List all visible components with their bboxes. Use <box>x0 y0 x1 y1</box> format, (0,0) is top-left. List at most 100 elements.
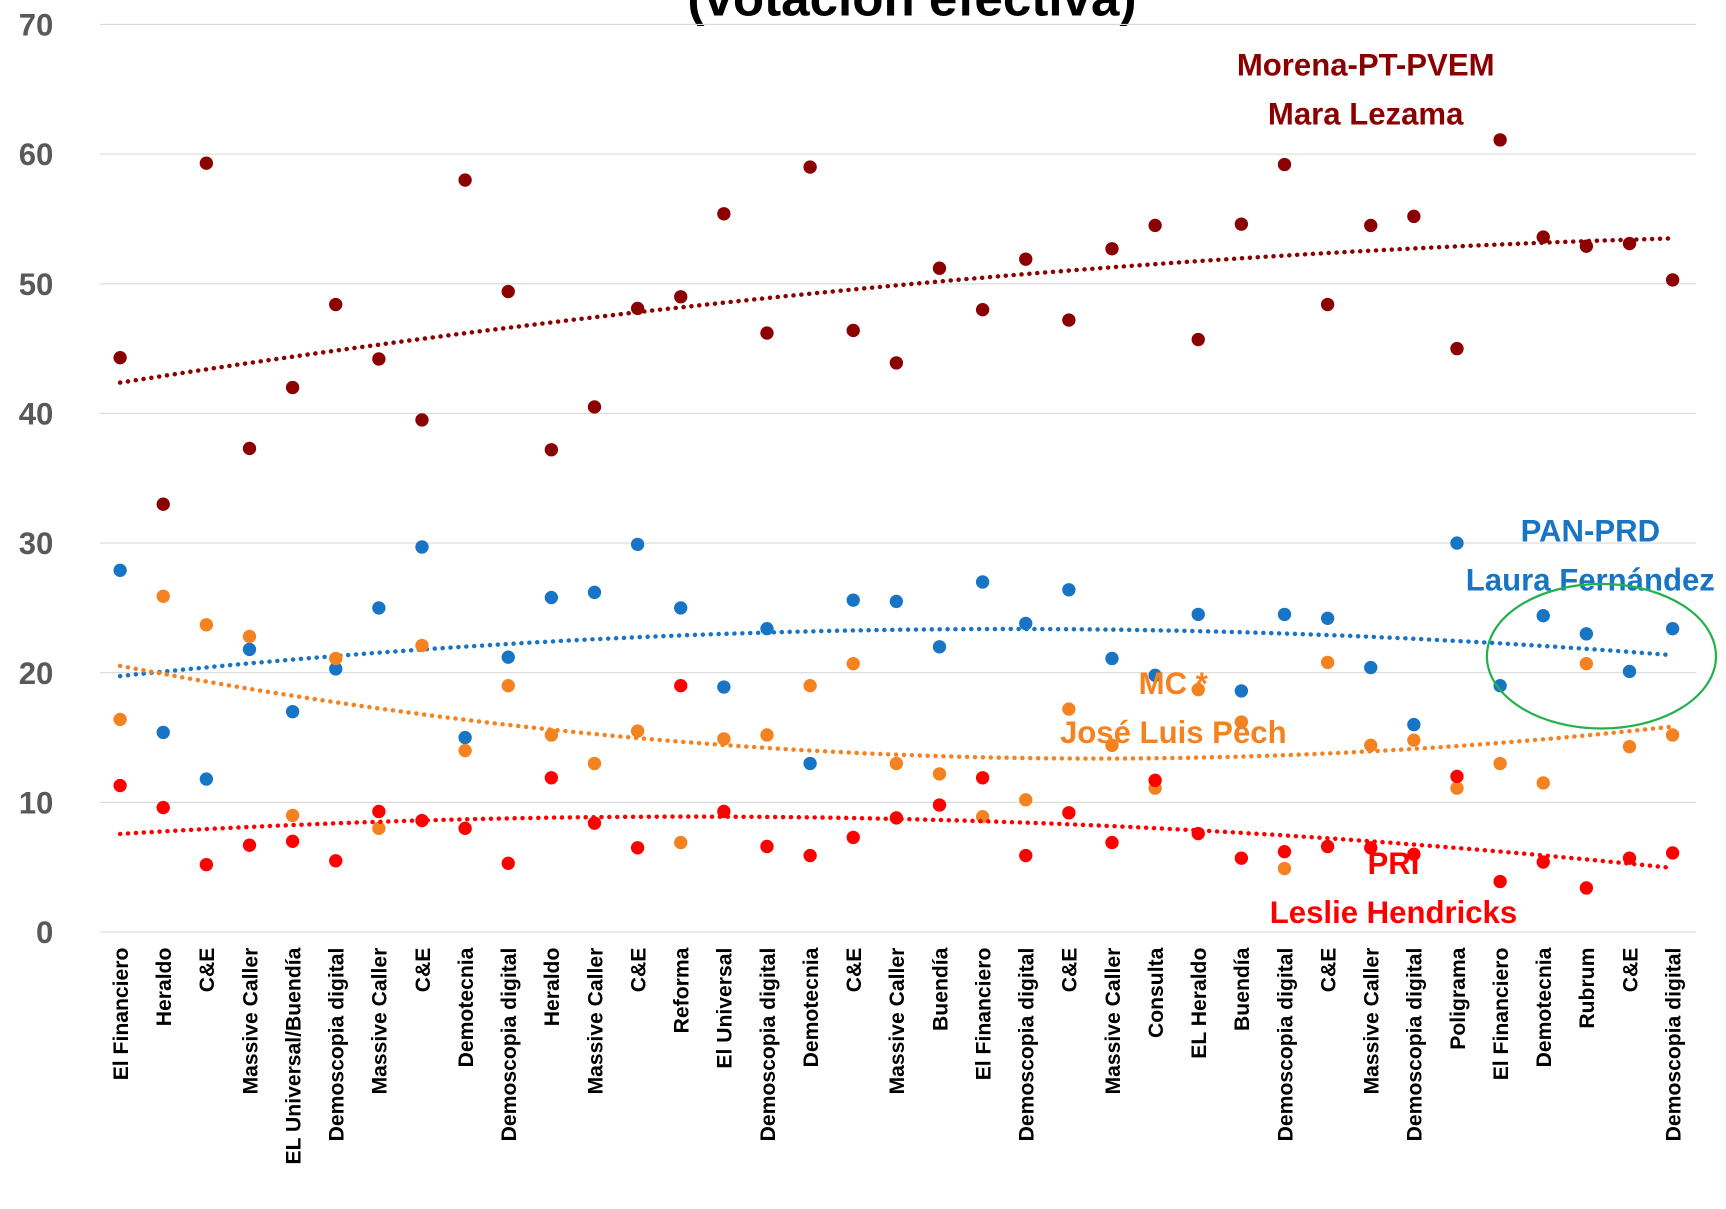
point <box>1105 242 1119 256</box>
chart-title: (votación efectiva) <box>687 0 1136 27</box>
point <box>156 497 170 511</box>
point <box>1665 621 1680 636</box>
point <box>932 640 947 654</box>
x-tick-label: Heraldo <box>153 948 176 1027</box>
point <box>1407 717 1421 732</box>
point <box>630 537 645 552</box>
point <box>1062 806 1076 820</box>
series <box>113 536 1680 786</box>
point <box>932 767 947 781</box>
point <box>156 725 170 740</box>
point <box>1622 664 1637 679</box>
x-tick-label: Demoscopia digital <box>757 948 780 1142</box>
point <box>803 848 817 863</box>
point <box>1579 627 1594 641</box>
y-tick-label: 50 <box>19 267 54 302</box>
x-tick-label: EL Heraldo <box>1188 948 1211 1059</box>
point <box>1019 848 1033 863</box>
point <box>889 756 904 771</box>
point <box>1320 655 1335 670</box>
y-tick-label: 10 <box>19 786 54 821</box>
point <box>846 830 860 845</box>
x-tick-label: C&E <box>627 948 650 993</box>
point <box>1234 715 1249 729</box>
x-tick-label: Massive Caller <box>1102 948 1125 1095</box>
point <box>1062 702 1076 716</box>
point <box>803 679 817 693</box>
point <box>199 156 214 170</box>
x-tick-label: C&E <box>196 948 219 993</box>
point <box>242 441 257 456</box>
x-tick-label: Demoscopia digital <box>498 948 521 1142</box>
point <box>285 380 300 395</box>
point <box>1019 793 1033 807</box>
point <box>889 356 904 370</box>
point <box>1665 728 1680 742</box>
point <box>329 297 343 312</box>
series-annotation: Mara Lezama <box>1268 97 1464 132</box>
point <box>1364 738 1378 753</box>
series-annotation: José Luis Pech <box>1060 715 1287 750</box>
x-tick-label: Buendía <box>929 947 952 1031</box>
point <box>501 679 515 693</box>
point <box>803 160 817 174</box>
point <box>544 771 559 785</box>
point <box>587 585 602 600</box>
series-annotation: PAN-PRD <box>1521 514 1660 549</box>
point <box>113 351 127 365</box>
point <box>932 798 947 812</box>
point <box>630 301 645 316</box>
point <box>113 778 127 793</box>
x-tick-label: Demoscopia digital <box>1662 948 1685 1142</box>
trendline <box>117 814 1675 871</box>
point <box>1320 297 1335 312</box>
point <box>415 638 429 653</box>
series-annotation: Leslie Hendricks <box>1270 895 1517 930</box>
trendline <box>117 626 1675 679</box>
y-tick-label: 70 <box>19 8 54 43</box>
point <box>717 680 731 694</box>
point <box>1536 230 1550 244</box>
point <box>760 728 774 742</box>
point <box>1277 844 1292 859</box>
point <box>760 839 774 854</box>
point <box>674 835 688 850</box>
point <box>630 724 645 738</box>
point <box>1148 773 1162 788</box>
point <box>1277 607 1292 622</box>
point <box>1277 157 1292 172</box>
point <box>501 284 515 299</box>
series-annotation: Laura Fernández <box>1466 563 1715 598</box>
point <box>717 207 731 221</box>
point <box>889 594 904 609</box>
point <box>458 743 472 758</box>
point <box>587 400 602 414</box>
point <box>674 679 688 693</box>
point <box>501 650 515 664</box>
x-tick-label: Demoscopia digital <box>1404 948 1427 1142</box>
point <box>242 629 257 644</box>
y-tick-label: 20 <box>19 656 54 691</box>
x-tick-label: El Universal <box>714 948 737 1069</box>
point <box>1493 874 1507 889</box>
point <box>1493 756 1507 771</box>
point <box>113 563 127 577</box>
x-tick-label: Demoscopia digital <box>1016 948 1039 1142</box>
point <box>846 323 860 338</box>
y-tick-label: 40 <box>19 397 54 432</box>
point <box>1493 679 1507 693</box>
point <box>760 326 774 340</box>
point <box>544 443 559 457</box>
point <box>372 601 386 615</box>
x-tick-label: Reforma <box>671 947 694 1033</box>
point <box>1191 332 1205 347</box>
point <box>1665 846 1680 860</box>
point <box>329 651 343 666</box>
point <box>199 772 214 786</box>
point <box>975 575 990 589</box>
point <box>717 732 731 746</box>
point <box>1450 781 1464 795</box>
point <box>458 730 472 745</box>
point <box>932 261 947 275</box>
point <box>630 841 645 855</box>
